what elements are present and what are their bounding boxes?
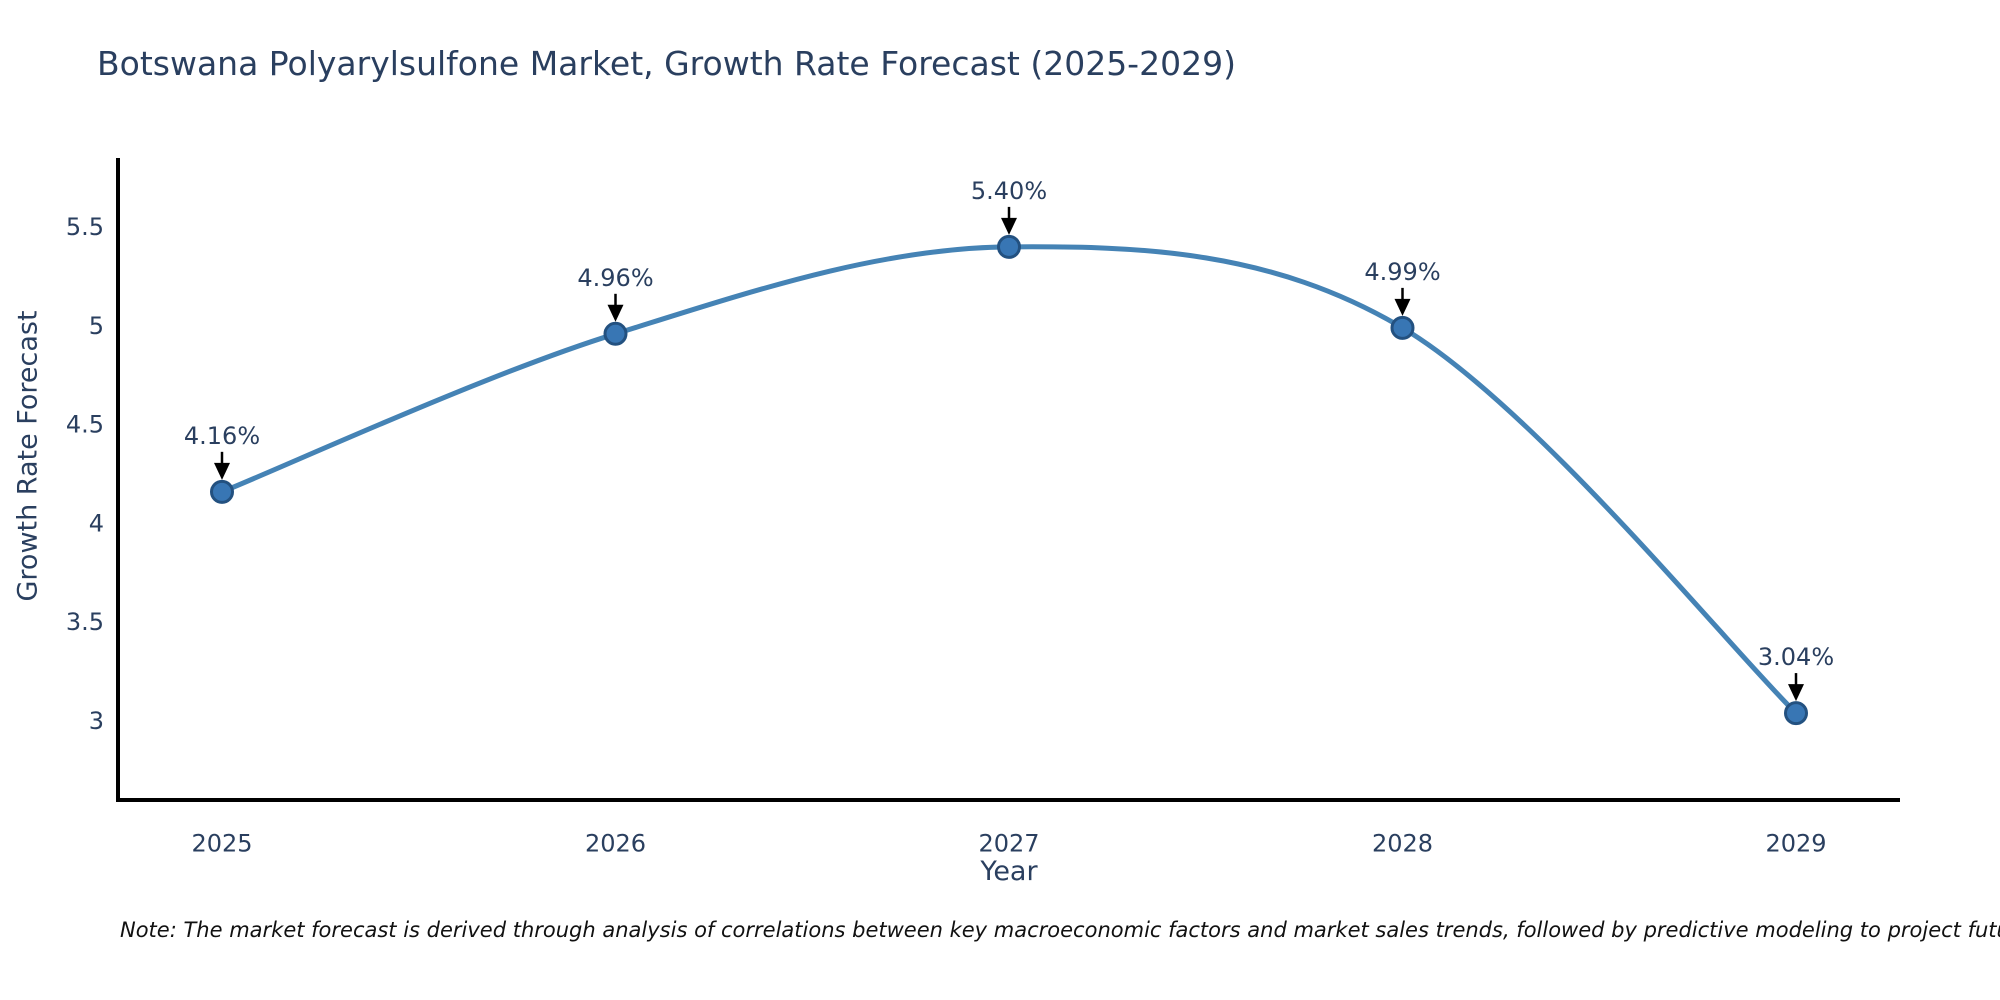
point-label: 3.04%: [1758, 643, 1834, 671]
point-label: 4.99%: [1364, 258, 1440, 286]
annotation-arrowhead-icon: [214, 462, 230, 480]
x-tick-label: 2028: [1372, 830, 1433, 858]
annotation-arrowhead-icon: [607, 304, 624, 322]
y-tick-label: 3.5: [66, 608, 104, 636]
x-tick-label: 2026: [585, 830, 646, 858]
y-tick-label: 4.5: [66, 411, 104, 439]
data-point-2027[interactable]: [997, 234, 1021, 259]
y-tick-label: 4: [89, 509, 104, 537]
x-tick-label: 2025: [191, 830, 252, 858]
annotation-arrowhead-icon: [1788, 684, 1804, 702]
point-label: 4.96%: [577, 264, 653, 292]
point-label: 5.40%: [971, 177, 1047, 205]
annotation-arrowhead-icon: [1394, 298, 1411, 316]
data-point-2026[interactable]: [603, 321, 628, 346]
footnote: Note: The market forecast is derived thr…: [120, 918, 2000, 942]
data-point-2025[interactable]: [210, 479, 234, 504]
axes-lines: [116, 158, 1900, 802]
data-point-2028[interactable]: [1390, 315, 1415, 340]
x-tick-label: 2029: [1765, 830, 1826, 858]
y-tick-label: 5: [89, 312, 104, 340]
chart-title: Botswana Polyarylsulfone Market, Growth …: [97, 44, 1236, 83]
point-label: 4.16%: [184, 422, 260, 450]
x-tick-label: 2027: [978, 830, 1039, 858]
y-tick-label: 3: [89, 707, 104, 735]
annotation-arrowhead-icon: [1001, 217, 1017, 235]
trend-line: [219, 244, 1799, 716]
x-axis-title: Year: [980, 856, 1038, 887]
y-tick-label: 5.5: [66, 213, 104, 241]
data-point-2029[interactable]: [1784, 701, 1808, 726]
